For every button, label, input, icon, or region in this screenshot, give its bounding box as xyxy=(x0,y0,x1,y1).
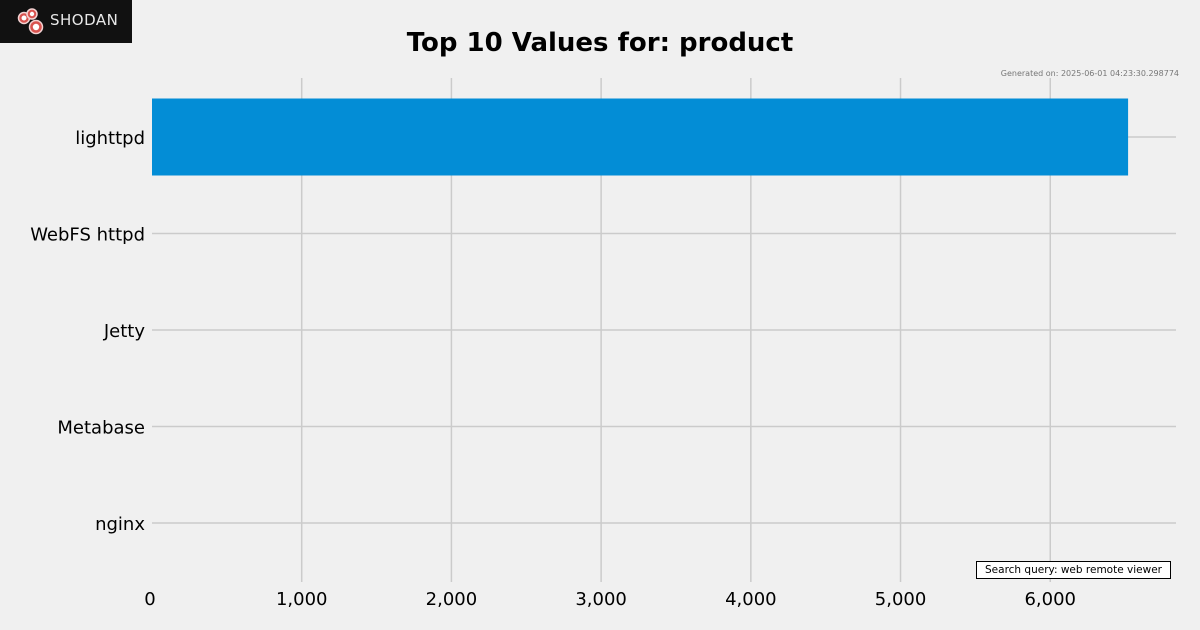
bar-layer xyxy=(152,98,1129,176)
y-tick-label: lighttpd xyxy=(75,128,145,149)
x-tick-label: 4,000 xyxy=(725,589,777,610)
x-tick-label: 0 xyxy=(144,589,155,610)
search-query-box: Search query: web remote viewer xyxy=(976,561,1171,579)
chart-title: Top 10 Values for: product xyxy=(406,28,794,58)
y-tick-label: Jetty xyxy=(103,321,145,342)
y-tick-label: nginx xyxy=(95,514,145,535)
search-query-text: Search query: web remote viewer xyxy=(985,564,1162,576)
x-tick-label: 3,000 xyxy=(575,589,627,610)
label-layer: lighttpd WebFS httpd Jetty Metabase nginx 0 1,… xyxy=(30,128,1076,610)
shodan-logo-text: SHODAN xyxy=(50,11,119,29)
bar xyxy=(152,98,1129,176)
shodan-logo-icon xyxy=(17,8,44,35)
x-tick-label: 5,000 xyxy=(875,589,927,610)
x-tick-label: 1,000 xyxy=(276,589,328,610)
x-tick-label: 6,000 xyxy=(1024,589,1076,610)
generated-timestamp: Generated on: 2025-06-01 04:23:30.298774 xyxy=(1000,69,1179,78)
y-tick-label: Metabase xyxy=(57,418,145,439)
y-tick-label: WebFS httpd xyxy=(30,225,145,246)
shodan-logo: SHODAN xyxy=(0,0,132,43)
x-tick-label: 2,000 xyxy=(426,589,478,610)
